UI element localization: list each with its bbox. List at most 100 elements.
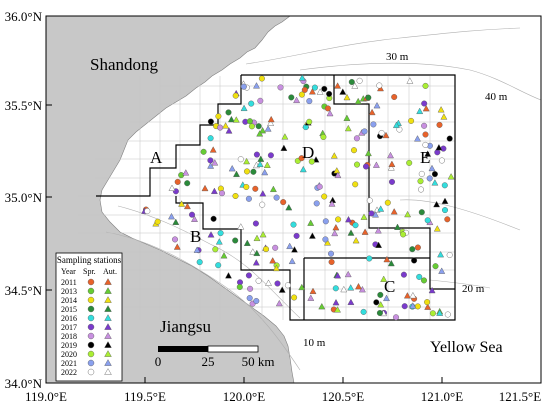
station-spring: [154, 218, 161, 225]
station-autumn: [377, 301, 385, 308]
station-autumn: [209, 146, 217, 153]
station-spring: [257, 97, 264, 104]
station-autumn: [334, 272, 342, 279]
station-spring: [391, 93, 398, 100]
station-spring: [366, 197, 373, 204]
station-spring: [408, 117, 415, 124]
lat-label-35: 35.0°N: [5, 190, 43, 205]
station-autumn: [332, 223, 340, 231]
station-spring: [280, 199, 287, 206]
depth-label-30m: 30 m: [386, 51, 409, 63]
station-grid: [78, 76, 455, 320]
legend-year-label: 2014: [61, 296, 77, 305]
legend-year-label: 2020: [61, 350, 77, 359]
station-spring: [255, 277, 262, 284]
lon-label-121-5: 121.5°E: [499, 389, 541, 404]
station-autumn: [387, 259, 395, 267]
region-label-d: D: [302, 143, 314, 162]
station-autumn: [441, 197, 449, 204]
station-autumn: [416, 107, 424, 115]
station-autumn: [269, 257, 277, 264]
station-autumn: [222, 122, 230, 129]
station-spring: [436, 121, 443, 128]
station-autumn: [168, 212, 175, 220]
station-spring: [245, 195, 252, 202]
station-spring: [441, 182, 448, 189]
station-autumn: [382, 131, 390, 139]
legend-spring-symbol: [87, 278, 95, 286]
station-spring: [225, 109, 232, 116]
station-spring: [250, 168, 257, 175]
station-spring: [237, 156, 244, 163]
station-spring: [354, 161, 361, 168]
station-autumn: [447, 173, 455, 180]
station-autumn: [347, 298, 355, 305]
station-spring: [207, 157, 214, 164]
station-autumn: [388, 160, 396, 167]
station-spring: [438, 157, 445, 164]
station-spring: [207, 135, 214, 142]
station-autumn: [286, 242, 294, 250]
station-spring: [400, 231, 407, 238]
station-autumn: [298, 283, 306, 291]
station-spring: [360, 308, 367, 315]
station-autumn: [173, 243, 181, 250]
station-autumn: [340, 285, 348, 293]
station-spring: [384, 199, 391, 206]
station-autumn: [256, 160, 264, 168]
station-spring: [424, 217, 431, 224]
station-spring: [263, 246, 270, 253]
station-autumn: [424, 303, 432, 310]
station-spring: [328, 259, 335, 266]
station-autumn: [437, 250, 445, 258]
station-spring: [373, 299, 380, 306]
depth-label-10m: 10 m: [303, 337, 326, 349]
legend-spring-symbol: [87, 350, 95, 358]
station-spring: [432, 263, 439, 270]
station-autumn: [264, 125, 272, 132]
scale-label-50: 50 km: [242, 354, 275, 369]
station-autumn: [324, 239, 331, 246]
station-spring: [217, 230, 224, 237]
legend-header-autumn: Aut.: [103, 267, 117, 276]
station-autumn: [351, 82, 359, 89]
station-autumn: [316, 88, 324, 95]
station-spring: [417, 178, 424, 185]
station-spring: [291, 294, 298, 301]
station-autumn: [178, 200, 186, 207]
station-autumn: [257, 155, 265, 162]
station-autumn: [354, 97, 362, 105]
station-autumn: [211, 159, 219, 166]
legend-header-spring: Spr.: [83, 267, 96, 276]
station-spring: [212, 246, 219, 253]
station-autumn: [422, 104, 430, 112]
station-spring: [255, 123, 262, 130]
station-autumn: [281, 133, 289, 140]
station-autumn: [330, 152, 338, 159]
station-spring: [352, 222, 359, 229]
station-autumn: [345, 215, 352, 223]
station-autumn: [409, 302, 417, 309]
station-spring: [252, 220, 259, 227]
station-autumn: [368, 108, 376, 116]
scale-label-25: 25: [202, 354, 215, 369]
region-label-e: E: [420, 148, 430, 167]
station-spring: [434, 149, 441, 156]
station-spring: [298, 155, 305, 162]
station-autumn: [259, 190, 267, 197]
legend: Sampling stations Year Spr. Aut. 2011201…: [55, 252, 123, 382]
station-spring: [368, 210, 375, 217]
lon-label-119-5: 119.5°E: [124, 389, 166, 404]
station-spring: [267, 152, 274, 159]
station-spring: [418, 186, 425, 193]
legend-year-label: 2015: [61, 305, 77, 314]
station-spring: [421, 277, 428, 284]
station-autumn: [390, 208, 398, 215]
legend-autumn-symbol: [104, 359, 112, 366]
station-autumn: [193, 246, 201, 253]
legend-year-label: 2018: [61, 332, 77, 341]
station-spring: [418, 209, 425, 216]
station-autumn: [347, 229, 355, 236]
legend-spring-symbol: [87, 359, 95, 367]
station-spring: [393, 314, 400, 321]
